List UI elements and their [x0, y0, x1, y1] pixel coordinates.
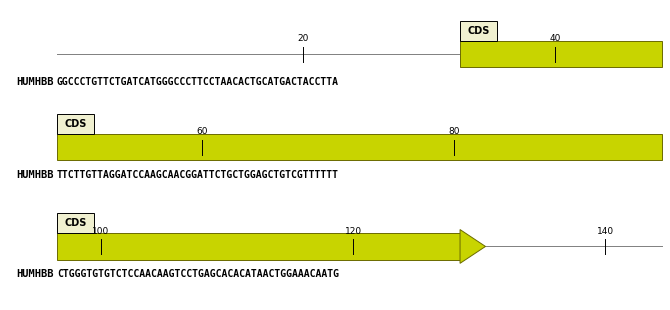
Text: 20: 20 [297, 34, 308, 43]
Text: HUMHBB: HUMHBB [16, 170, 54, 180]
Bar [57, 213, 94, 233]
Text: CDS: CDS [64, 119, 86, 129]
Text: HUMHBB: HUMHBB [16, 77, 54, 87]
Polygon shape [460, 229, 486, 264]
Text: 120: 120 [344, 227, 362, 236]
Text: CDS: CDS [64, 218, 86, 228]
Text: GGCCCTGTTCTGATCATGGGCCCTTCCTAACACTGCATGACTACCTTA: GGCCCTGTTCTGATCATGGGCCCTTCCTAACACTGCATGA… [57, 77, 339, 87]
Text: 140: 140 [597, 227, 614, 236]
Text: TTCTTGTTAGGATCCAAGCAACGGATTCTGCTGGAGCTGTCGTTTTTT: TTCTTGTTAGGATCCAAGCAACGGATTCTGCTGGAGCTGT… [57, 170, 339, 180]
Bar [57, 134, 662, 161]
Bar [460, 41, 662, 67]
Text: 60: 60 [196, 127, 208, 136]
Text: CDS: CDS [468, 26, 490, 36]
Text: 80: 80 [448, 127, 460, 136]
Text: HUMHBB: HUMHBB [16, 269, 54, 279]
Bar [460, 21, 497, 41]
Text: 40: 40 [549, 34, 561, 43]
Bar [57, 233, 460, 260]
Text: 100: 100 [92, 227, 110, 236]
Bar [57, 114, 94, 134]
Text: CTGGGTGTGTCTCCAACAAGTCCTGAGCACACATAACTGGAAACAATG: CTGGGTGTGTCTCCAACAAGTCCTGAGCACACATAACTGG… [57, 269, 339, 279]
